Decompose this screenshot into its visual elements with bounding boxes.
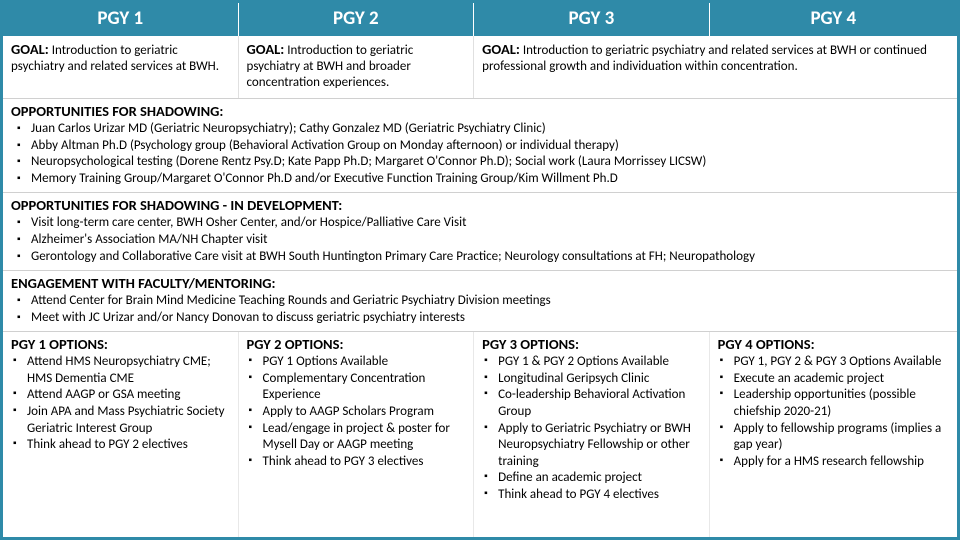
options-h3: PGY 3 OPTIONS: bbox=[474, 332, 710, 354]
list-item: Co-leadership Behavioral Activation Grou… bbox=[480, 387, 701, 420]
list-item: Join APA and Mass Psychiatric Society Ge… bbox=[9, 404, 230, 437]
options-list-4: PGY 1, PGY 2 & PGY 3 Options AvailableEx… bbox=[712, 354, 953, 470]
list-item: Meet with JC Urizar and/or Nancy Donovan… bbox=[13, 310, 947, 327]
list-item: Attend HMS Neuropsychiatry CME; HMS Deme… bbox=[9, 354, 230, 387]
list-item: Juan Carlos Urizar MD (Geriatric Neurops… bbox=[13, 121, 947, 138]
shadowing-dev-list: Visit long-term care center, BWH Osher C… bbox=[3, 215, 957, 270]
goal-pgy34: GOAL: Introduction to geriatric psychiat… bbox=[474, 36, 957, 98]
options-list-3: PGY 1 & PGY 2 Options AvailableLongitudi… bbox=[476, 354, 705, 504]
list-item: Neuropsychological testing (Dorene Rentz… bbox=[13, 154, 947, 171]
engagement-heading: ENGAGEMENT WITH FACULTY/MENTORING: bbox=[3, 270, 957, 293]
curriculum-table: PGY 1 PGY 2 PGY 3 PGY 4 GOAL: Introducti… bbox=[0, 0, 960, 540]
options-h4: PGY 4 OPTIONS: bbox=[710, 332, 957, 354]
list-item: Apply to AAGP Scholars Program bbox=[245, 404, 466, 421]
list-item: PGY 1 Options Available bbox=[245, 354, 466, 371]
list-item: Leadership opportunities (possible chief… bbox=[716, 387, 949, 420]
list-item: Longitudinal Geripsych Clinic bbox=[480, 371, 701, 388]
list-item: Think ahead to PGY 4 electives bbox=[480, 487, 701, 504]
list-item: Lead/engage in project & poster for Myse… bbox=[245, 421, 466, 454]
list-item: Gerontology and Collaborative Care visit… bbox=[13, 249, 947, 266]
list-item: Think ahead to PGY 2 electives bbox=[9, 437, 230, 454]
options-col-3: PGY 1 & PGY 2 Options AvailableLongitudi… bbox=[474, 354, 710, 537]
list-item: Attend AAGP or GSA meeting bbox=[9, 387, 230, 404]
list-item: Visit long-term care center, BWH Osher C… bbox=[13, 215, 947, 232]
list-item: Attend Center for Brain Mind Medicine Te… bbox=[13, 293, 947, 310]
goal-label: GOAL: bbox=[247, 40, 285, 58]
list-item: Apply to Geriatric Psychiatry or BWH Neu… bbox=[480, 421, 701, 471]
shadowing-list: Juan Carlos Urizar MD (Geriatric Neurops… bbox=[3, 121, 957, 193]
goals-row: GOAL: Introduction to geriatric psychiat… bbox=[3, 36, 957, 98]
engagement-list: Attend Center for Brain Mind Medicine Te… bbox=[3, 293, 957, 331]
header-row: PGY 1 PGY 2 PGY 3 PGY 4 bbox=[3, 3, 957, 36]
options-list-1: Attend HMS Neuropsychiatry CME; HMS Deme… bbox=[5, 354, 234, 454]
shadowing-heading: OPPORTUNITIES FOR SHADOWING: bbox=[3, 98, 957, 121]
options-col-4: PGY 1, PGY 2 & PGY 3 Options AvailableEx… bbox=[710, 354, 957, 537]
header-pgy3: PGY 3 bbox=[474, 3, 710, 36]
goal-text-34: Introduction to geriatric psychiatry and… bbox=[482, 43, 927, 74]
list-item: Memory Training Group/Margaret O'Connor … bbox=[13, 171, 947, 188]
list-item: Execute an academic project bbox=[716, 371, 949, 388]
shadowing-dev-heading: OPPORTUNITIES FOR SHADOWING - IN DEVELOP… bbox=[3, 192, 957, 215]
options-h1: PGY 1 OPTIONS: bbox=[3, 332, 239, 354]
goal-label: GOAL: bbox=[11, 40, 49, 58]
options-col-1: Attend HMS Neuropsychiatry CME; HMS Deme… bbox=[3, 354, 239, 537]
list-item: Complementary Concentration Experience bbox=[245, 371, 466, 404]
options-body-row: Attend HMS Neuropsychiatry CME; HMS Deme… bbox=[3, 354, 957, 537]
goal-pgy1: GOAL: Introduction to geriatric psychiat… bbox=[3, 36, 239, 98]
header-pgy4: PGY 4 bbox=[710, 3, 957, 36]
options-col-2: PGY 1 Options AvailableComplementary Con… bbox=[239, 354, 475, 537]
list-item: Apply for a HMS research fellowship bbox=[716, 454, 949, 471]
header-pgy2: PGY 2 bbox=[239, 3, 475, 36]
list-item: Think ahead to PGY 3 electives bbox=[245, 454, 466, 471]
list-item: Alzheimer's Association MA/NH Chapter vi… bbox=[13, 232, 947, 249]
options-header-row: PGY 1 OPTIONS: PGY 2 OPTIONS: PGY 3 OPTI… bbox=[3, 331, 957, 354]
header-pgy1: PGY 1 bbox=[3, 3, 239, 36]
list-item: Define an academic project bbox=[480, 470, 701, 487]
options-h2: PGY 2 OPTIONS: bbox=[239, 332, 475, 354]
list-item: Apply to fellowship programs (implies a … bbox=[716, 421, 949, 454]
list-item: PGY 1 & PGY 2 Options Available bbox=[480, 354, 701, 371]
list-item: PGY 1, PGY 2 & PGY 3 Options Available bbox=[716, 354, 949, 371]
options-list-2: PGY 1 Options AvailableComplementary Con… bbox=[241, 354, 470, 470]
list-item: Abby Altman Ph.D (Psychology group (Beha… bbox=[13, 138, 947, 155]
goal-label: GOAL: bbox=[482, 40, 520, 58]
goal-pgy2: GOAL: Introduction to geriatric psychiat… bbox=[239, 36, 475, 98]
